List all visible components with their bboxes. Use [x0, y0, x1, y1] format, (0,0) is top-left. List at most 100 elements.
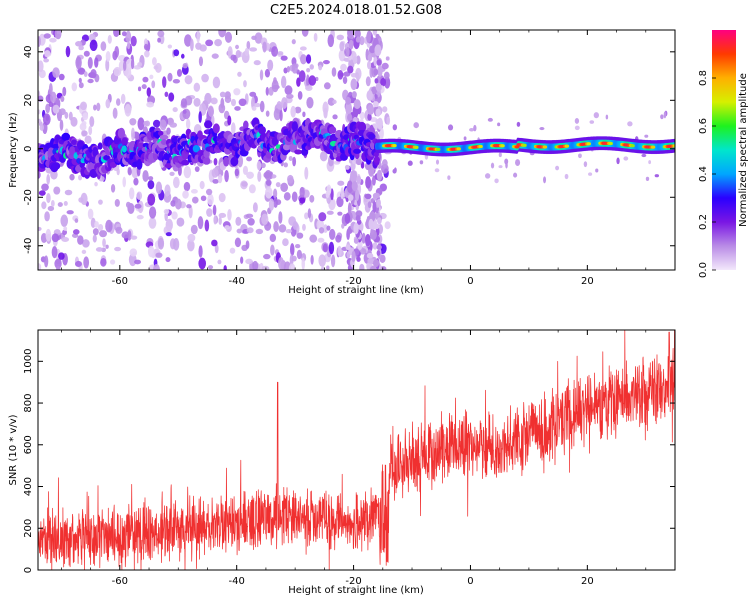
spectrogram-speckle: [218, 103, 226, 114]
band-core: [522, 143, 527, 147]
spectrogram-speckle: [51, 233, 60, 243]
spectrogram-speckle: [273, 221, 279, 233]
spectrogram-ylabel: Frequency (Hz): [8, 112, 19, 188]
spectrogram-speckle: [115, 98, 121, 106]
spectrogram-speckle: [200, 195, 207, 202]
band-core: [436, 147, 441, 151]
spectrogram-speckle: [255, 228, 264, 235]
spectrogram-speckle: [574, 118, 580, 124]
spectrogram-streak: [368, 218, 374, 230]
spectrogram-speckle: [38, 226, 42, 231]
spectrogram-speckle: [283, 162, 288, 168]
spectrogram-xtick-label: -20: [345, 276, 361, 287]
spectrogram-speckle: [78, 77, 82, 83]
spectrogram-speckle: [246, 227, 254, 234]
ridge-blob: [258, 126, 266, 135]
spectrogram-speckle: [211, 239, 218, 247]
spectrogram-xtick-label: 0: [467, 276, 473, 287]
spectrogram-speckle: [236, 228, 243, 234]
spectrogram-speckle: [265, 186, 273, 199]
spectrogram-speckle: [59, 119, 64, 131]
spectrogram-speckle: [60, 214, 69, 227]
spectrogram-streak: [373, 223, 380, 230]
spectrogram-streak: [367, 113, 372, 121]
spectrogram-speckle: [261, 213, 269, 225]
spectrogram-speckle: [189, 38, 194, 52]
spectrogram-streak: [355, 158, 362, 166]
spectrogram-speckle: [168, 92, 175, 102]
spectrogram-speckle: [276, 101, 282, 110]
spectrogram-speckle: [169, 122, 178, 128]
spectrogram-streak: [374, 78, 379, 84]
spectrogram-speckle: [435, 159, 440, 165]
spectrogram-speckle: [337, 70, 344, 80]
spectrogram-speckle: [71, 82, 78, 92]
spectrogram-speckle: [92, 234, 97, 243]
spectrogram-speckle: [87, 57, 93, 69]
spectrogram-speckle: [641, 153, 647, 158]
spectrogram-speckle: [231, 122, 236, 135]
spectrogram-streak: [373, 68, 379, 76]
ridge-blob: [71, 139, 77, 146]
spectrogram-speckle: [74, 260, 82, 268]
band-core: [672, 144, 675, 148]
spectrogram-speckle: [275, 182, 281, 188]
spectrogram-speckle: [292, 220, 298, 230]
spectrogram-speckle: [313, 32, 318, 42]
spectrogram-speckle: [350, 73, 358, 78]
spectrogram-speckle: [296, 232, 304, 239]
snr-ytick-label: 1000: [23, 349, 34, 374]
spectrogram-speckle: [82, 112, 89, 121]
spectrogram-speckle: [380, 77, 387, 87]
spectrogram-speckle: [46, 192, 51, 204]
spectrogram-speckle: [195, 42, 202, 50]
spectrogram-streak: [367, 258, 375, 264]
spectrogram-speckle: [487, 117, 493, 122]
spectrogram-streak: [344, 164, 350, 170]
colorbar-tick-label: 0.6: [698, 118, 709, 134]
band-core: [500, 144, 505, 148]
spectrogram-speckle: [320, 266, 325, 270]
spectrogram-speckle: [273, 108, 281, 121]
spectrogram-speckle: [136, 214, 144, 220]
spectrogram-speckle: [63, 226, 68, 231]
spectrogram-speckle: [268, 198, 275, 211]
spectrogram-speckle: [163, 208, 170, 215]
ridge-blob: [357, 121, 367, 133]
spectrogram-ytick-label: 40: [23, 45, 34, 58]
spectrogram-streak: [366, 60, 372, 70]
spectrogram-speckle: [413, 122, 419, 129]
spectrogram-streak: [376, 244, 382, 250]
spectrogram-speckle: [80, 192, 88, 206]
spectrogram-speckle: [292, 156, 297, 167]
spectrogram-speckle: [291, 39, 296, 45]
spectrogram-speckle: [278, 211, 283, 224]
spectrogram-speckle: [248, 184, 256, 194]
snr-ylabel: SNR (10 * v/v): [8, 414, 19, 485]
spectrogram-speckle: [238, 98, 247, 107]
spectrogram-speckle: [381, 62, 389, 70]
spectrogram-speckle: [224, 225, 231, 230]
spectrogram-speckle: [217, 174, 223, 184]
spectrogram-speckle: [47, 205, 55, 212]
spectrogram-speckle: [87, 78, 94, 84]
spectrogram-speckle: [184, 75, 193, 85]
spectrogram-speckle: [245, 240, 250, 249]
spectrogram-speckle: [326, 184, 332, 196]
spectrogram-speckle: [48, 82, 53, 96]
spectrogram-speckle: [322, 60, 330, 65]
spectrogram-speckle: [254, 32, 263, 44]
ridge-blob: [38, 171, 41, 179]
spectrogram-speckle: [83, 50, 90, 57]
spectrogram-speckle: [190, 224, 198, 235]
spectrogram-speckle: [237, 154, 244, 168]
spectrogram-speckle: [206, 208, 213, 217]
spectrogram-speckle: [271, 79, 279, 93]
ridge-blob: [159, 134, 169, 141]
spectrogram-speckle: [539, 127, 545, 131]
ridge-blob: [271, 136, 279, 146]
spectrogram-speckle: [88, 33, 96, 42]
spectrogram-speckle: [114, 246, 122, 252]
spectrogram-speckle: [198, 257, 206, 270]
spectrogram-speckle: [381, 159, 388, 168]
